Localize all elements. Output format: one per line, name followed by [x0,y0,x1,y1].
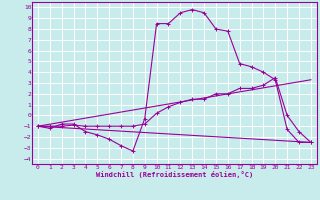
X-axis label: Windchill (Refroidissement éolien,°C): Windchill (Refroidissement éolien,°C) [96,171,253,178]
